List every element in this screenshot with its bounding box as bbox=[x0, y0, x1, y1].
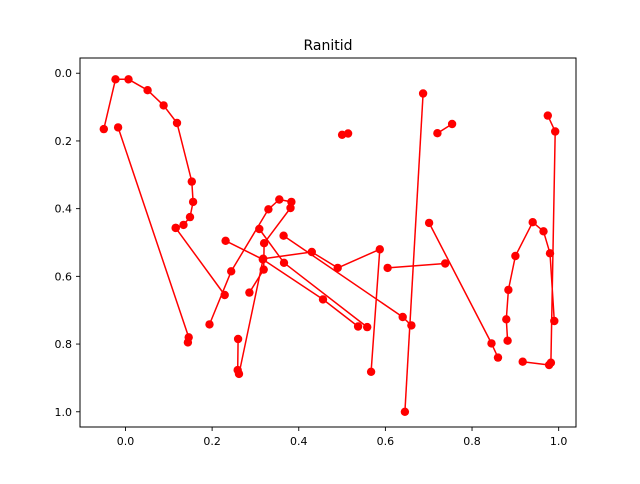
data-point bbox=[447, 119, 457, 129]
data-point bbox=[245, 288, 254, 297]
data-point bbox=[424, 218, 434, 228]
data-point bbox=[259, 239, 269, 248]
series-line-7 bbox=[258, 228, 368, 328]
data-point bbox=[172, 118, 182, 128]
data-point bbox=[544, 360, 554, 370]
series-line-1 bbox=[103, 78, 194, 229]
data-point bbox=[441, 259, 450, 268]
data-point bbox=[400, 407, 410, 416]
data-marks bbox=[99, 75, 560, 416]
y-tick-label: 0.4 bbox=[55, 203, 73, 216]
series-line-14 bbox=[505, 221, 556, 341]
series-line-5 bbox=[236, 248, 381, 375]
series-line-10 bbox=[404, 93, 424, 412]
data-point bbox=[275, 195, 284, 204]
chart-title: Ranitid bbox=[303, 38, 352, 54]
series-line-4 bbox=[208, 198, 293, 325]
series-line-13 bbox=[428, 222, 499, 358]
data-point bbox=[183, 338, 193, 347]
data-point bbox=[418, 89, 428, 98]
data-point bbox=[233, 334, 243, 344]
series-line-11 bbox=[387, 262, 446, 269]
data-point bbox=[234, 369, 244, 379]
data-point bbox=[264, 205, 273, 214]
data-point bbox=[221, 236, 230, 245]
data-point bbox=[503, 336, 512, 345]
data-point bbox=[502, 315, 511, 324]
data-point bbox=[398, 312, 407, 322]
x-tick-label: 0.4 bbox=[290, 435, 308, 448]
data-point bbox=[353, 322, 363, 331]
data-point bbox=[227, 267, 236, 276]
data-point bbox=[433, 129, 442, 138]
data-point bbox=[363, 322, 372, 332]
y-tick-label: 1.0 bbox=[55, 406, 73, 419]
data-point bbox=[185, 212, 195, 222]
series-line-15 bbox=[522, 115, 556, 366]
data-point bbox=[366, 367, 376, 376]
data-point bbox=[279, 258, 289, 267]
series-line-3 bbox=[175, 227, 226, 296]
y-tick-label: 0.0 bbox=[55, 67, 73, 80]
series-line-2 bbox=[117, 127, 190, 343]
data-point bbox=[518, 357, 527, 366]
data-point bbox=[279, 231, 288, 240]
data-point bbox=[333, 263, 342, 273]
data-point bbox=[504, 285, 513, 295]
data-point bbox=[511, 251, 520, 261]
data-point bbox=[487, 339, 496, 348]
data-point bbox=[179, 220, 188, 230]
data-point bbox=[171, 223, 180, 233]
data-point bbox=[528, 218, 537, 227]
data-point bbox=[545, 249, 555, 258]
data-point bbox=[255, 224, 264, 234]
data-point bbox=[113, 123, 123, 132]
data-point bbox=[318, 295, 328, 304]
data-point bbox=[407, 321, 416, 330]
data-point bbox=[124, 75, 133, 84]
series-line-6 bbox=[225, 240, 359, 328]
data-point bbox=[159, 101, 168, 110]
x-tick-label: 0.2 bbox=[203, 435, 221, 448]
x-tick-label: 0.8 bbox=[463, 435, 481, 448]
data-point bbox=[493, 353, 503, 362]
y-tick-label: 0.2 bbox=[55, 135, 73, 148]
data-point bbox=[188, 197, 198, 207]
x-tick-label: 1.0 bbox=[550, 435, 568, 448]
axes: 0.0 0.2 0.4 0.6 0.8 1.0 0.0 0.2 0.4 0.6 0.8 1.0 bbox=[55, 67, 568, 448]
data-point bbox=[258, 255, 267, 264]
data-point bbox=[99, 124, 109, 134]
data-point bbox=[187, 177, 196, 186]
data-point bbox=[551, 127, 560, 136]
data-point bbox=[539, 227, 548, 236]
data-point bbox=[343, 129, 353, 138]
data-point bbox=[375, 245, 384, 254]
data-point bbox=[286, 203, 295, 213]
x-tick-label: 0.6 bbox=[377, 435, 395, 448]
data-point bbox=[543, 111, 552, 120]
data-point bbox=[111, 75, 120, 84]
y-tick-label: 0.6 bbox=[55, 270, 73, 283]
data-point bbox=[143, 86, 152, 95]
data-point bbox=[205, 320, 214, 329]
plot-frame bbox=[79, 57, 577, 428]
y-tick-label: 0.8 bbox=[55, 338, 73, 351]
x-tick-label: 0.0 bbox=[117, 435, 135, 448]
data-point bbox=[383, 263, 392, 273]
